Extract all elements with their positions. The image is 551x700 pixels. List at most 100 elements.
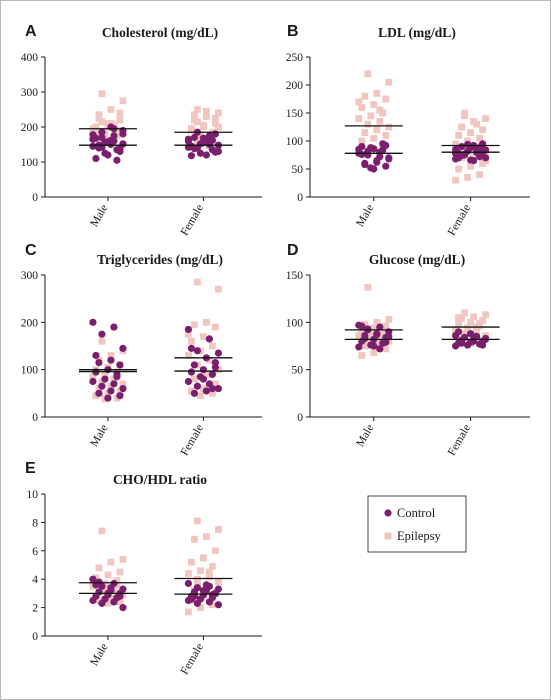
y-tick-label: 100 bbox=[286, 317, 304, 329]
control-point bbox=[92, 154, 100, 163]
control-point bbox=[208, 136, 217, 144]
epilepsy-point bbox=[119, 97, 127, 105]
control-point bbox=[107, 584, 115, 592]
epilepsy-point bbox=[370, 134, 378, 142]
epilepsy-point bbox=[188, 558, 195, 566]
control-point bbox=[190, 145, 199, 153]
control-point bbox=[376, 345, 384, 353]
control-point bbox=[95, 389, 103, 397]
control-point bbox=[358, 322, 366, 330]
control-point bbox=[89, 142, 97, 150]
epilepsy-point bbox=[104, 389, 112, 397]
epilepsy-point bbox=[452, 140, 459, 148]
control-point bbox=[208, 385, 217, 393]
epilepsy-point bbox=[476, 319, 483, 327]
y-tick-label: 6 bbox=[32, 546, 38, 558]
control-point bbox=[119, 126, 127, 135]
epilepsy-point bbox=[215, 526, 222, 533]
y-tick-label: 400 bbox=[21, 52, 39, 64]
epilepsy-point bbox=[92, 392, 100, 400]
epilepsy-point bbox=[197, 567, 204, 575]
epilepsy-point bbox=[476, 171, 483, 178]
epilepsy-point bbox=[185, 330, 192, 338]
epilepsy-point bbox=[473, 120, 480, 128]
epilepsy-point bbox=[370, 349, 378, 357]
epilepsy-point bbox=[385, 78, 393, 86]
epilepsy-point bbox=[358, 104, 366, 111]
epilepsy-point bbox=[215, 578, 222, 586]
panel-letter: E bbox=[25, 460, 36, 477]
control-point bbox=[211, 358, 220, 367]
panel-d: D Glucose (mg/dL) 0 50 100 150 Male Female bbox=[286, 242, 530, 458]
epilepsy-point bbox=[194, 517, 201, 525]
epilepsy-point bbox=[482, 115, 489, 122]
epilepsy-point bbox=[107, 106, 115, 113]
control-point bbox=[199, 134, 208, 142]
y-tick-label: 2 bbox=[32, 603, 38, 615]
control-point bbox=[467, 330, 475, 338]
panel-letter: A bbox=[25, 23, 37, 40]
control-point bbox=[89, 131, 97, 139]
epilepsy-point bbox=[194, 118, 201, 126]
control-point bbox=[107, 387, 115, 395]
y-tick-label: 50 bbox=[292, 164, 304, 176]
epilepsy-point bbox=[113, 394, 121, 402]
epilepsy-point bbox=[364, 283, 372, 291]
epilepsy-point bbox=[355, 115, 363, 122]
epilepsy-point bbox=[370, 324, 378, 332]
epilepsy-point bbox=[116, 568, 124, 576]
epilepsy-point bbox=[376, 334, 384, 341]
epilepsy-point bbox=[355, 332, 363, 339]
control-point bbox=[95, 358, 103, 367]
control-point bbox=[376, 153, 384, 161]
control-point bbox=[119, 604, 127, 612]
epilepsy-point bbox=[116, 109, 124, 117]
epilepsy-point bbox=[382, 95, 390, 103]
panel-a: A Cholesterol (mg/dL) 0 100 200 300 400 Male F… bbox=[21, 23, 262, 238]
epilepsy-point bbox=[215, 109, 222, 117]
y-tick-label: 100 bbox=[21, 365, 39, 377]
epilepsy-point bbox=[212, 380, 219, 388]
epilepsy-point bbox=[385, 123, 393, 131]
control-point bbox=[98, 133, 106, 142]
epilepsy-point bbox=[355, 98, 363, 106]
control-point bbox=[373, 331, 381, 339]
x-tick-label: Female bbox=[179, 203, 206, 238]
y-tick-label: 0 bbox=[297, 192, 303, 204]
epilepsy-point bbox=[191, 536, 198, 543]
control-point bbox=[89, 318, 97, 326]
epilepsy-point bbox=[212, 323, 219, 331]
control-point bbox=[187, 344, 196, 352]
epilepsy-point bbox=[455, 320, 462, 328]
control-point bbox=[110, 598, 118, 606]
control-point bbox=[116, 592, 124, 600]
control-point bbox=[211, 148, 220, 156]
legend-box bbox=[367, 495, 467, 553]
epilepsy-point bbox=[194, 580, 201, 587]
control-point bbox=[113, 156, 121, 164]
epilepsy-point bbox=[479, 126, 486, 134]
epilepsy-point bbox=[101, 587, 109, 594]
control-point bbox=[193, 382, 202, 390]
epilepsy-point bbox=[197, 604, 204, 611]
control-point bbox=[385, 332, 393, 341]
epilepsy-point bbox=[185, 570, 192, 577]
y-tick-label: 300 bbox=[21, 270, 39, 282]
epilepsy-point bbox=[467, 129, 474, 136]
legend-control-marker bbox=[384, 509, 392, 517]
epilepsy-point bbox=[382, 345, 390, 353]
epilepsy-point bbox=[95, 564, 103, 572]
epilepsy-point bbox=[212, 114, 219, 122]
epilepsy-point bbox=[98, 378, 106, 385]
x-tick-label: Male bbox=[354, 423, 376, 449]
epilepsy-point bbox=[464, 174, 471, 181]
y-tick-label: 200 bbox=[286, 80, 304, 92]
control-point bbox=[113, 373, 121, 381]
control-point bbox=[482, 154, 490, 162]
control-point bbox=[382, 338, 390, 346]
epilepsy-point bbox=[191, 111, 198, 119]
epilepsy-point bbox=[107, 382, 115, 390]
control-point bbox=[455, 328, 463, 336]
epilepsy-point bbox=[203, 318, 210, 326]
epilepsy-point bbox=[215, 366, 222, 374]
